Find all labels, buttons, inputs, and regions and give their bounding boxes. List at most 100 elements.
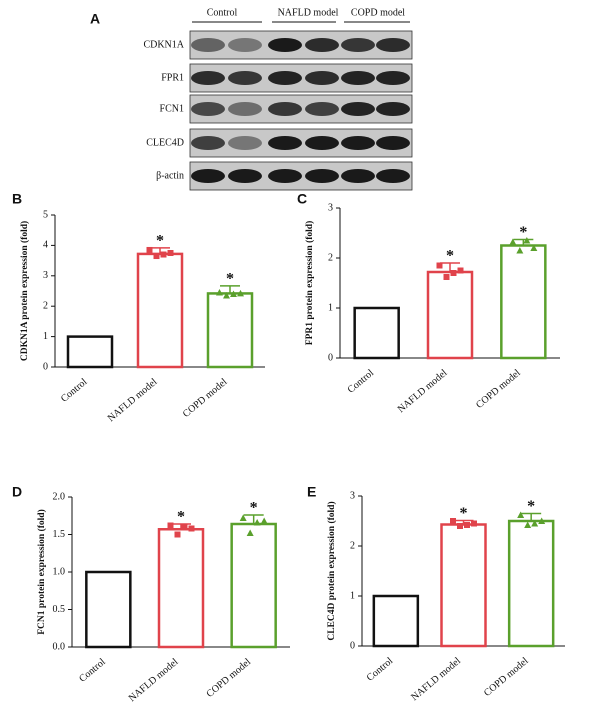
data-point: [538, 517, 546, 524]
data-point: [167, 250, 174, 256]
y-tick-label: 1: [350, 590, 355, 601]
data-point: [471, 520, 477, 527]
x-tick-label: COPD model: [205, 656, 254, 699]
bar: [372, 594, 420, 648]
data-point: [457, 523, 463, 529]
data-point: [174, 531, 181, 538]
band: [228, 136, 262, 150]
x-tick-label: NAFLD model: [106, 376, 160, 424]
y-tick-label: 0: [350, 640, 355, 651]
band: [305, 169, 339, 183]
significance: *: [446, 248, 454, 265]
y-tick-label: 3: [328, 202, 333, 213]
y-axis-title: CDKN1A protein expression (fold): [19, 221, 30, 361]
x-tick-label: Control: [365, 655, 396, 683]
significance: *: [519, 224, 527, 241]
bar: [136, 252, 184, 369]
protein-label: CDKN1A: [143, 39, 184, 50]
group-label: NAFLD model: [278, 7, 339, 18]
protein-label: FCN1: [160, 103, 184, 114]
panel-label: B: [12, 191, 22, 207]
data-point: [517, 511, 525, 518]
y-tick-label: 4: [43, 240, 48, 251]
band: [305, 102, 339, 116]
band: [305, 71, 339, 85]
data-point: [457, 267, 464, 274]
band: [305, 38, 339, 52]
data-point: [146, 246, 153, 253]
data-point: [237, 289, 244, 297]
data-point: [260, 517, 268, 524]
y-tick-label: 5: [43, 209, 48, 220]
panel-label: E: [307, 484, 316, 500]
data-point: [223, 292, 230, 299]
band: [268, 102, 302, 116]
data-point: [523, 237, 531, 244]
significance: *: [177, 509, 185, 526]
protein-label: β-actin: [156, 170, 184, 181]
bar: [507, 519, 555, 648]
data-point: [160, 251, 167, 258]
data-point: [181, 524, 188, 530]
significance: *: [460, 505, 468, 522]
band: [191, 136, 225, 150]
data-point: [230, 290, 237, 298]
band: [376, 71, 410, 85]
x-tick-label: COPD model: [181, 376, 230, 419]
y-tick-label: 2: [350, 540, 355, 551]
data-point: [509, 238, 517, 245]
protein-label: FPR1: [161, 72, 184, 83]
y-tick-label: 1.0: [53, 566, 66, 577]
data-point: [531, 520, 539, 527]
x-tick-label: Control: [59, 376, 90, 404]
band: [376, 136, 410, 150]
band: [341, 102, 375, 116]
bar: [206, 292, 254, 369]
band: [191, 38, 225, 52]
data-point: [246, 529, 254, 536]
band: [228, 102, 262, 116]
y-tick-label: 2: [43, 300, 48, 311]
panel-label: D: [12, 484, 22, 500]
band: [376, 169, 410, 183]
bar: [230, 522, 277, 649]
y-axis-title: CLEC4D protein expression (fold): [326, 501, 337, 640]
bar: [426, 270, 474, 360]
band: [341, 38, 375, 52]
band: [305, 136, 339, 150]
y-tick-label: 0: [43, 361, 48, 372]
protein-label: CLEC4D: [146, 137, 184, 148]
bar: [500, 244, 547, 360]
data-point: [153, 253, 160, 260]
panel-label: C: [297, 191, 307, 207]
y-tick-label: 0.5: [53, 604, 66, 615]
data-point: [464, 522, 470, 528]
band: [268, 169, 302, 183]
data-point: [443, 274, 450, 280]
bar: [440, 523, 487, 648]
x-tick-label: COPD model: [474, 367, 523, 410]
y-tick-label: 3: [350, 490, 355, 501]
group-label: Control: [207, 7, 238, 18]
data-point: [253, 519, 261, 526]
y-tick-label: 2: [328, 252, 333, 263]
band: [228, 38, 262, 52]
significance: *: [226, 271, 234, 288]
data-point: [450, 270, 457, 276]
band: [228, 71, 262, 85]
y-tick-label: 1: [328, 302, 333, 313]
band: [191, 71, 225, 85]
data-point: [450, 518, 456, 524]
band: [341, 136, 375, 150]
band: [376, 38, 410, 52]
band: [341, 71, 375, 85]
y-tick-label: 0.0: [53, 641, 66, 652]
y-tick-label: 1.5: [53, 529, 66, 540]
bar: [157, 528, 205, 649]
y-tick-label: 3: [43, 270, 48, 281]
data-point: [216, 289, 223, 296]
band: [228, 169, 262, 183]
y-tick-label: 0: [328, 352, 333, 363]
x-tick-label: Control: [346, 367, 377, 395]
